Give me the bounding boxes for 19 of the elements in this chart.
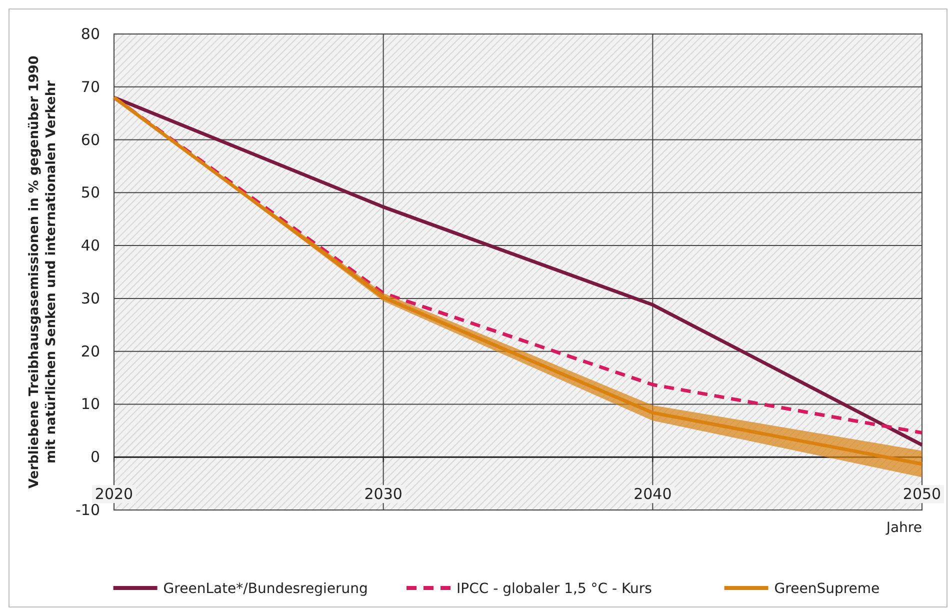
y-tick-label: 80: [80, 25, 100, 43]
y-tick-label: 0: [90, 448, 100, 466]
x-tick-label: 2040: [634, 485, 672, 504]
y-tick-label: 50: [80, 184, 100, 202]
legend-label: GreenSupreme: [774, 581, 880, 597]
y-tick-label: 10: [80, 395, 100, 414]
x-tick-label: 2020: [94, 485, 134, 504]
y-tick-label: 70: [80, 78, 100, 96]
x-tick-label: 2030: [364, 485, 402, 504]
x-tick-label: 2050: [902, 485, 942, 504]
legend-label: GreenLate*/Bundesregierung: [163, 581, 368, 597]
y-tick-label: -10: [76, 501, 100, 519]
y-tick-label: 40: [80, 236, 100, 255]
y-tick-label: 60: [80, 130, 100, 149]
x-axis-title: Jahre: [885, 520, 922, 536]
legend-label: IPCC - globaler 1,5 °C - Kurs: [456, 581, 652, 597]
y-axis-title: Verbliebene Treibhausgasemissionen in % gegenüber 1990 mit natürlichen Senken und internationalen Verkehr: [27, 56, 59, 488]
y-tick-label: 30: [80, 289, 100, 308]
y-tick-label: 20: [80, 342, 100, 360]
